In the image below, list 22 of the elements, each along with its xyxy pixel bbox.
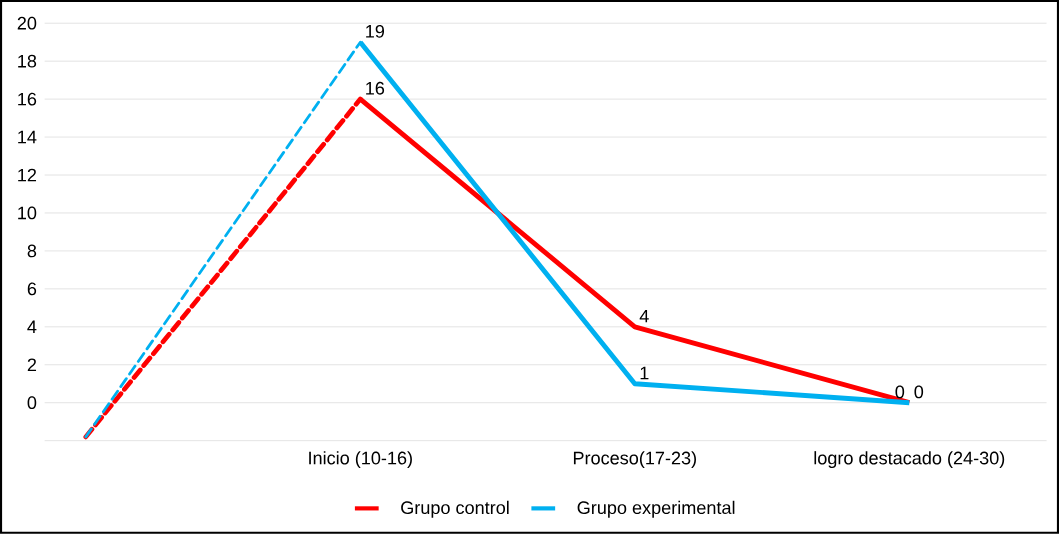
x-tick-label: logro destacado (24-30) (814, 451, 1005, 469)
data-label: 0 (914, 385, 924, 399)
y-tick-label: 2 (27, 358, 37, 372)
y-tick-label: 12 (18, 168, 37, 182)
data-label: 19 (366, 25, 385, 38)
y-tick-label: 20 (17, 16, 37, 30)
x-tick-label: Inicio (10-16) (309, 451, 412, 469)
data-label: 16 (366, 81, 385, 95)
x-tick-label: Proceso(17-23) (573, 451, 697, 469)
y-tick-label: 8 (27, 244, 37, 258)
legend-label: Grupo experimental (577, 500, 735, 518)
y-tick-label: 18 (18, 54, 37, 68)
y-tick-label: 10 (18, 206, 37, 220)
y-tick-label: 4 (27, 320, 37, 334)
y-tick-label: 14 (18, 130, 37, 144)
y-tick-label: 0 (27, 396, 37, 410)
y-tick-label: 6 (27, 282, 37, 296)
data-label: 0 (895, 385, 905, 399)
data-label: 4 (639, 310, 649, 323)
legend-label: Grupo control (401, 500, 509, 518)
data-label: 1 (640, 366, 649, 380)
y-tick-label: 16 (18, 92, 37, 106)
